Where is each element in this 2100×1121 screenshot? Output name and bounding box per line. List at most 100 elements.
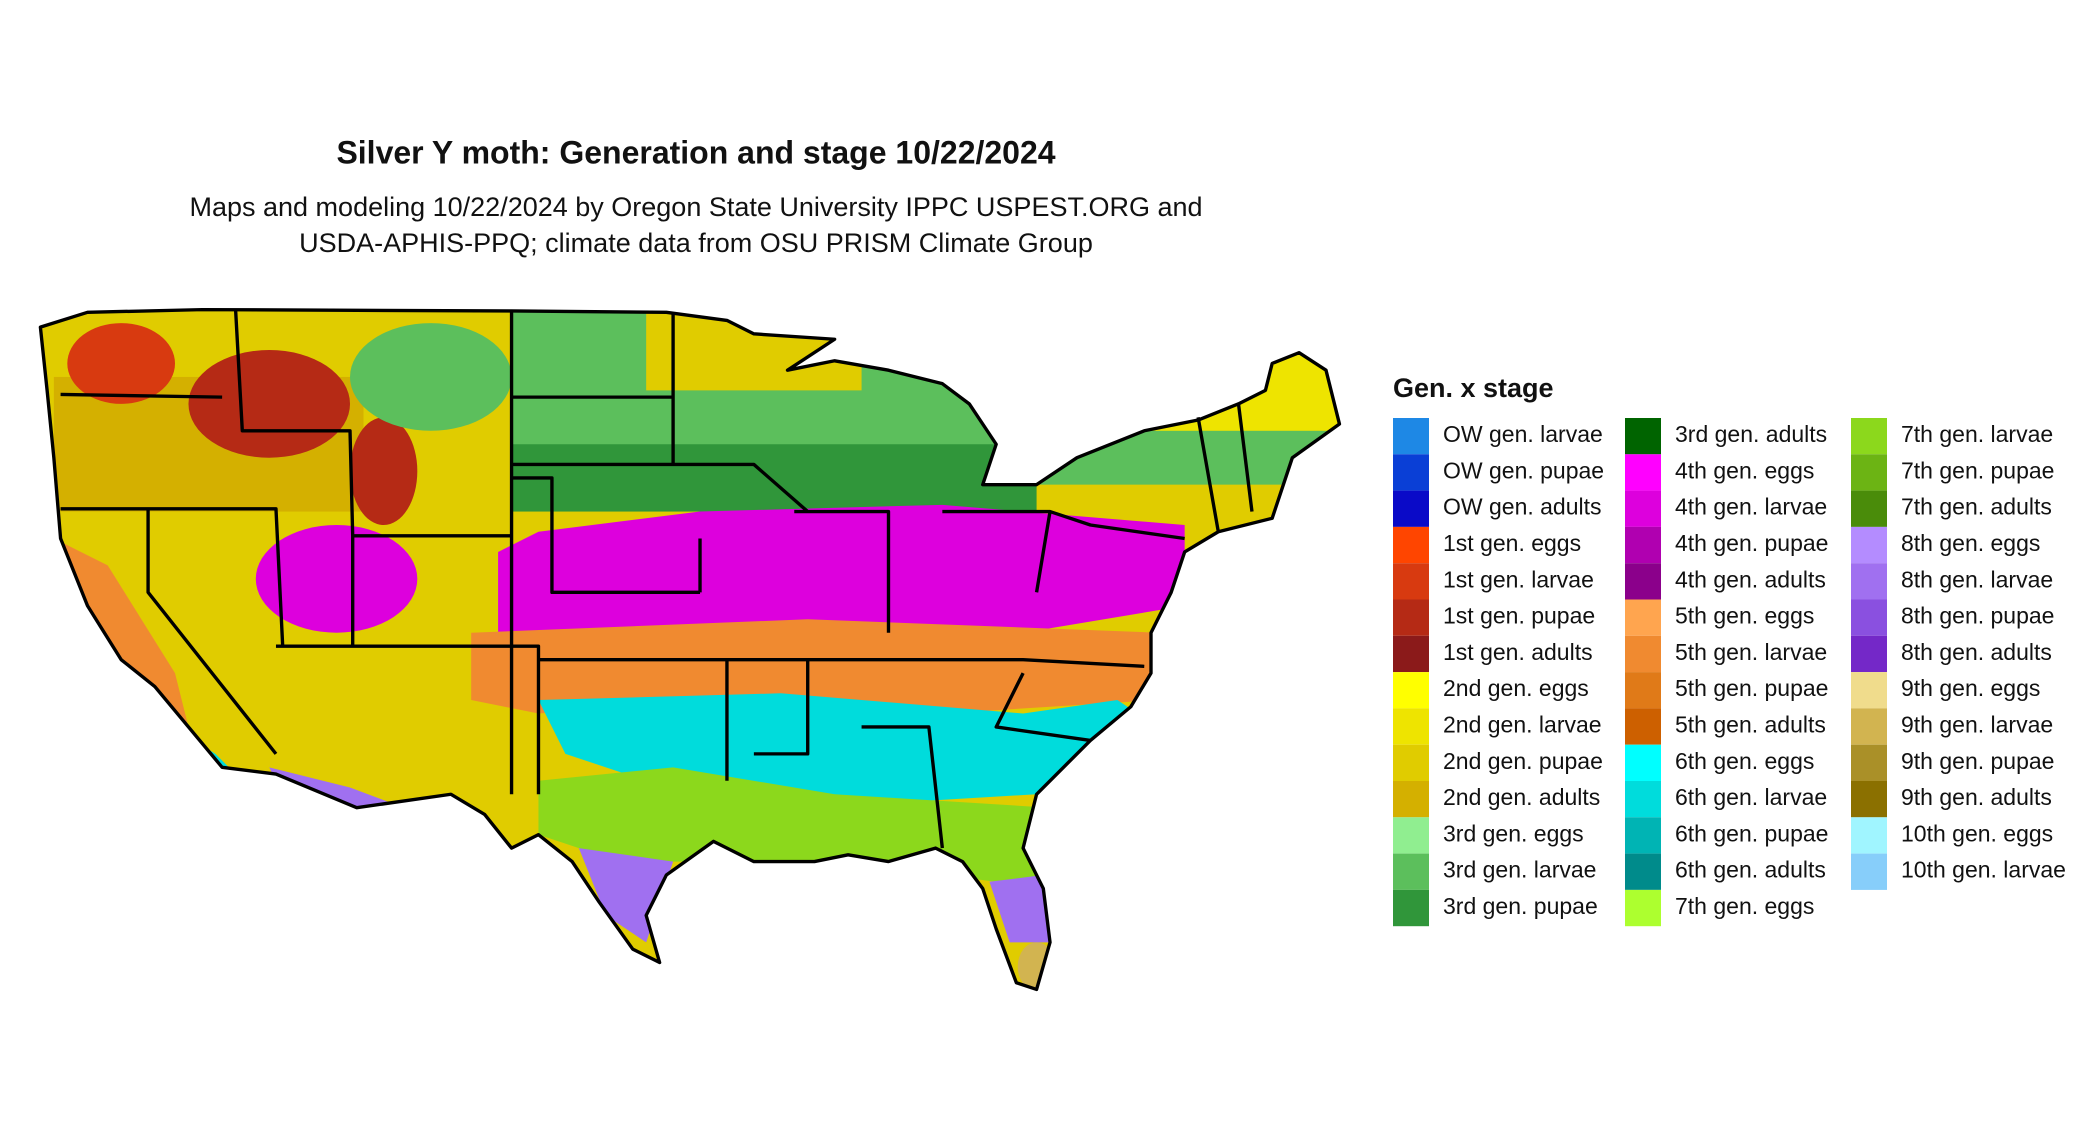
legend-swatch [1851, 672, 1887, 709]
legend-label: 9th gen. eggs [1901, 675, 2040, 701]
legend-swatch [1625, 635, 1661, 673]
legend-label: 3rd gen. larvae [1443, 857, 1596, 883]
legend-label: 7th gen. eggs [1675, 893, 1814, 919]
map-subtitle: Maps and modeling 10/22/2024 by Oregon S… [189, 192, 1202, 222]
legend-item: 4th gen. pupae [1625, 526, 1828, 564]
legend-item: 8th gen. pupae [1851, 599, 2054, 636]
legend-label: 8th gen. eggs [1901, 530, 2040, 556]
legend-swatch [1851, 526, 1887, 564]
legend-label: 1st gen. eggs [1443, 530, 1581, 556]
legend-label: 6th gen. eggs [1675, 748, 1814, 774]
legend-label: 8th gen. pupae [1901, 603, 2054, 629]
legend-swatch [1393, 889, 1429, 927]
legend-label: 4th gen. pupae [1675, 530, 1828, 556]
legend-item: 7th gen. pupae [1851, 454, 2054, 491]
legend-swatch [1851, 599, 1887, 636]
legend-swatch [1851, 490, 1887, 527]
legend-item: 9th gen. eggs [1851, 672, 2040, 709]
legend-swatch [1851, 635, 1887, 673]
legend-item: 10th gen. eggs [1851, 817, 2053, 854]
legend-swatch [1393, 781, 1429, 818]
legend-swatch [1625, 454, 1661, 491]
legend-item: 6th gen. eggs [1625, 744, 1814, 781]
legend-item: 10th gen. larvae [1851, 853, 2066, 890]
legend-label: 5th gen. pupae [1675, 675, 1828, 701]
legend-item: 2nd gen. adults [1393, 781, 1600, 818]
legend-swatch [1393, 526, 1429, 564]
legend-item: 6th gen. pupae [1625, 817, 1828, 854]
legend-item: 3rd gen. pupae [1393, 889, 1598, 927]
legend-label: 8th gen. adults [1901, 639, 2052, 665]
legend-label: 2nd gen. adults [1443, 784, 1600, 810]
legend-swatch [1851, 418, 1887, 455]
legend-swatch [1393, 563, 1429, 600]
legend-item: 6th gen. adults [1625, 853, 1826, 890]
legend-label: 7th gen. pupae [1901, 457, 2054, 483]
legend-swatch [1851, 853, 1887, 890]
legend-item: 9th gen. pupae [1851, 744, 2054, 781]
legend-label: 2nd gen. pupae [1443, 748, 1603, 774]
legend-label: 9th gen. pupae [1901, 748, 2054, 774]
legend-swatch [1625, 490, 1661, 527]
legend-item: 8th gen. eggs [1851, 526, 2040, 564]
legend-item: 4th gen. adults [1625, 563, 1826, 600]
legend-swatch [1393, 744, 1429, 781]
legend-swatch [1851, 563, 1887, 600]
legend-item: 3rd gen. adults [1625, 418, 1827, 455]
legend-label: OW gen. larvae [1443, 421, 1603, 447]
legend-label: 1st gen. pupae [1443, 603, 1595, 629]
legend-label: 2nd gen. eggs [1443, 675, 1589, 701]
legend-item: 3rd gen. larvae [1393, 853, 1596, 890]
legend-swatch [1393, 672, 1429, 709]
legend-label: 3rd gen. adults [1675, 421, 1827, 447]
legend-swatch [1393, 853, 1429, 890]
map-subtitle: USDA-APHIS-PPQ; climate data from OSU PR… [299, 228, 1093, 258]
legend-label: 9th gen. larvae [1901, 711, 2053, 737]
legend-item: 4th gen. eggs [1625, 454, 1814, 491]
legend-item: OW gen. adults [1393, 490, 1602, 527]
legend-swatch [1393, 635, 1429, 673]
legend-item: 7th gen. eggs [1625, 889, 1814, 927]
legend-swatch [1851, 454, 1887, 491]
legend-label: OW gen. adults [1443, 494, 1602, 520]
legend-swatch [1851, 781, 1887, 818]
us-map [38, 307, 1342, 992]
legend-swatch [1851, 708, 1887, 745]
legend-swatch [1393, 418, 1429, 455]
legend-label: 3rd gen. eggs [1443, 820, 1584, 846]
legend-swatch [1625, 418, 1661, 455]
legend-label: 7th gen. larvae [1901, 421, 2053, 447]
legend-item: 5th gen. pupae [1625, 672, 1828, 709]
legend-swatch [1625, 817, 1661, 854]
legend-swatch [1393, 708, 1429, 745]
legend-label: 4th gen. eggs [1675, 457, 1814, 483]
legend-item: 9th gen. larvae [1851, 708, 2053, 745]
legend-item: 5th gen. adults [1625, 708, 1826, 745]
legend-item: 2nd gen. eggs [1393, 672, 1589, 709]
legend-label: 6th gen. pupae [1675, 820, 1828, 846]
legend-label: 5th gen. eggs [1675, 603, 1814, 629]
legend-label: OW gen. pupae [1443, 457, 1604, 483]
legend-item: 7th gen. larvae [1851, 418, 2053, 455]
legend-item: 8th gen. larvae [1851, 563, 2053, 600]
legend: OW gen. larvae OW gen. pupae OW gen. adult… [1393, 418, 2066, 927]
legend-label: 5th gen. adults [1675, 711, 1826, 737]
legend-label: 3rd gen. pupae [1443, 893, 1598, 919]
legend-item: 1st gen. eggs [1393, 526, 1581, 564]
legend-swatch [1393, 490, 1429, 527]
legend-swatch [1393, 817, 1429, 854]
legend-swatch [1625, 599, 1661, 636]
legend-swatch [1625, 744, 1661, 781]
legend-label: 8th gen. larvae [1901, 566, 2053, 592]
legend-swatch [1851, 817, 1887, 854]
legend-swatch [1393, 454, 1429, 491]
legend-item: 1st gen. larvae [1393, 563, 1594, 600]
legend-label: 9th gen. adults [1901, 784, 2052, 810]
legend-item: OW gen. larvae [1393, 418, 1603, 455]
legend-label: 1st gen. larvae [1443, 566, 1594, 592]
legend-label: 4th gen. adults [1675, 566, 1826, 592]
legend-swatch [1625, 708, 1661, 745]
legend-swatch [1625, 889, 1661, 927]
legend-label: 1st gen. adults [1443, 639, 1593, 665]
